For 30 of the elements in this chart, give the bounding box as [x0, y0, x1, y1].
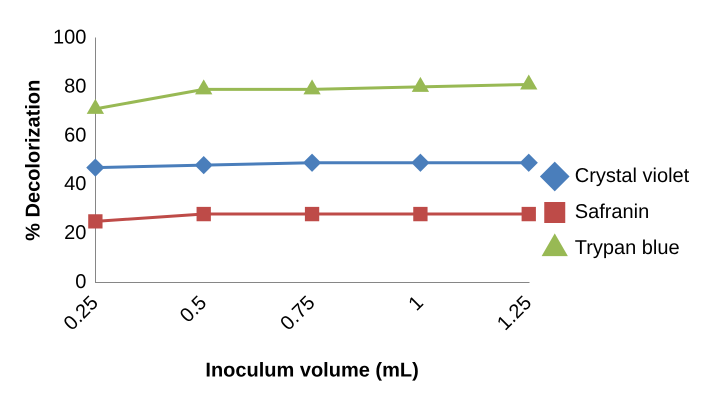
y-tick-label: 60: [64, 124, 86, 146]
point: [304, 80, 320, 94]
x-tick-label: 0.75: [276, 292, 320, 335]
point: [196, 206, 211, 222]
point: [304, 206, 320, 222]
x-axis-title: Inoculum volume (mL): [205, 360, 419, 382]
x-tick-label: 0.25: [60, 292, 103, 335]
y-tick-label: 0: [75, 271, 86, 294]
x-tick-label: 0.5: [176, 292, 212, 328]
point: [88, 100, 103, 114]
point: [86, 159, 104, 176]
y-tick-label: 100: [52, 26, 86, 49]
point: [412, 154, 429, 172]
point: [413, 206, 428, 222]
point: [521, 76, 536, 90]
legend-label: Crystal violet: [574, 165, 690, 188]
point: [195, 156, 212, 174]
legend-label: Safranin: [574, 201, 650, 224]
point: [88, 214, 103, 229]
point: [304, 154, 321, 172]
y-tick-label: 80: [64, 75, 86, 98]
legend-label: Trypan blue: [574, 237, 680, 260]
y-tick-label: 20: [64, 222, 86, 244]
point: [520, 154, 538, 172]
point: [522, 206, 536, 222]
y-tick-label: 40: [64, 173, 86, 196]
y-axis-title: % Decolorization: [22, 80, 45, 241]
point: [412, 78, 428, 92]
x-tick-label: 1: [404, 292, 428, 316]
point: [196, 80, 212, 94]
